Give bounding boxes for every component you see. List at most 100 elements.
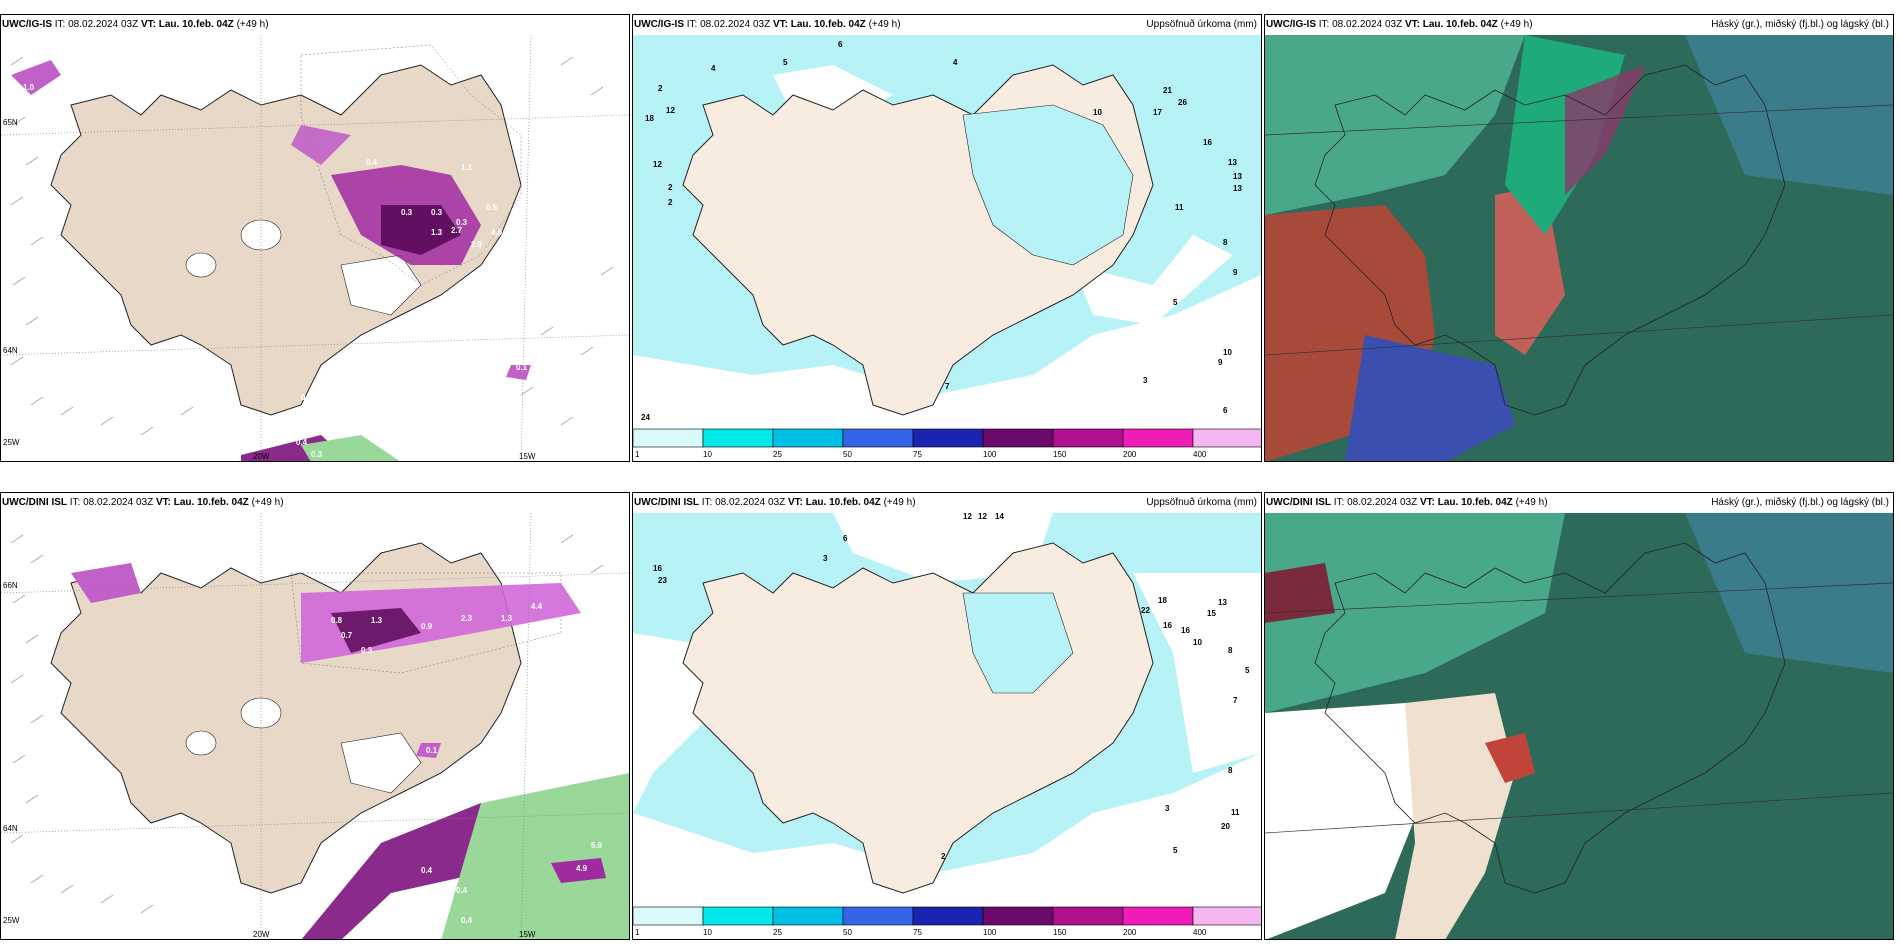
panel-title: Háský (gr.), miðský (fj.bl.) og lágský (… <box>1711 497 1889 508</box>
value-label: 5 <box>1173 298 1178 307</box>
value-label: 3 <box>1165 804 1170 813</box>
colorbar-tick: 10 <box>703 450 712 459</box>
cloud-map <box>1265 35 1893 461</box>
value-label: 18 <box>1158 596 1167 605</box>
valid-time: VT: Lau. 10.feb. 04Z <box>1419 497 1513 508</box>
colorbar-swatches <box>633 428 1261 448</box>
model-name: UWC/DINI ISL <box>2 497 67 508</box>
value-label: 13 <box>1233 184 1242 193</box>
value-label: 10 <box>1223 348 1232 357</box>
colorbar-tick: 75 <box>913 928 922 937</box>
value-label: 12 <box>653 160 662 169</box>
cloud-map <box>1265 513 1893 939</box>
colorbar-swatch <box>842 428 914 448</box>
init-time: IT: 08.02.2024 03Z <box>54 19 139 30</box>
value-label: 0.3 <box>311 450 323 459</box>
value-label: 2.3 <box>461 614 473 623</box>
panel-title: Uppsöfnuð úrkoma (mm) <box>1146 19 1257 30</box>
panel-cloud-igis: UWC/IG-IS IT: 08.02.2024 03Z VT: Lau. 10… <box>1264 14 1894 462</box>
init-time: IT: 08.02.2024 03Z <box>686 19 771 30</box>
colorbar-tick: 400 <box>1193 928 1207 937</box>
value-label: 13 <box>1218 598 1227 607</box>
value-label: 0.4 <box>461 916 473 925</box>
colorbar-tick: 1 <box>635 928 640 937</box>
value-label: 3 <box>823 554 828 563</box>
value-label: 12 <box>978 513 987 521</box>
value-label: 1.3 <box>371 616 383 625</box>
iceland-land <box>50 64 522 416</box>
value-label: 5.6 <box>591 841 603 850</box>
colorbar-swatches <box>633 906 1261 926</box>
panel-wind-igis: UWC/IG-IS IT: 08.02.2024 03Z VT: Lau. 10… <box>0 14 630 462</box>
value-label: 0.4 <box>366 158 378 167</box>
value-label: 23 <box>658 576 667 585</box>
value-label: 0.3 <box>401 208 413 217</box>
valid-time: VT: Lau. 10.feb. 04Z <box>155 497 249 508</box>
value-label: 0.3 <box>381 921 393 930</box>
panel-header: UWC/IG-IS IT: 08.02.2024 03Z VT: Lau. 10… <box>633 15 1261 35</box>
value-label: 1.0 <box>23 83 35 92</box>
lead-time: (+49 h) <box>251 497 284 508</box>
lead-time: (+49 h) <box>1515 497 1548 508</box>
colorbar-swatch <box>982 428 1054 448</box>
value-label: 0.3 <box>361 646 373 655</box>
colorbar-tick: 150 <box>1053 928 1067 937</box>
value-label: 8 <box>1228 766 1233 775</box>
value-label: 13 <box>1228 158 1237 167</box>
precip-map: 6 4 5 2 12 18 12 2 2 4 10 17 21 26 16 13… <box>633 35 1261 424</box>
valid-time: VT: Lau. 10.feb. 04Z <box>787 497 881 508</box>
wind-precip-map: 0.8 0.7 1.3 0.9 0.3 2.3 4.4 1.3 0.1 0.4 … <box>1 513 629 939</box>
model-name: UWC/DINI ISL <box>634 497 699 508</box>
precip-map: 12 12 14 16 23 6 3 18 16 22 15 13 16 10 … <box>633 513 1261 902</box>
value-label: 0.9 <box>421 622 433 631</box>
value-label: 4 <box>953 58 958 67</box>
value-label: 2 <box>668 183 673 192</box>
model-name: UWC/IG-IS <box>2 19 52 30</box>
colorbar-tick: 50 <box>843 928 852 937</box>
value-label: 24 <box>641 413 650 422</box>
init-time: IT: 08.02.2024 03Z <box>1318 19 1403 30</box>
value-label: 9 <box>1233 268 1238 277</box>
colorbar-tick: 50 <box>843 450 852 459</box>
value-label: 12 <box>666 106 675 115</box>
colorbar-swatch <box>982 906 1054 926</box>
panel-cloud-dini: UWC/DINI ISL IT: 08.02.2024 03Z VT: Lau.… <box>1264 492 1894 940</box>
value-label: 0.3 <box>431 208 443 217</box>
value-label: 22 <box>1141 606 1150 615</box>
value-label: 4.4 <box>531 602 543 611</box>
value-label: 10 <box>1193 638 1202 647</box>
colorbar-swatch <box>912 906 984 926</box>
panel-precip-igis: UWC/IG-IS IT: 08.02.2024 03Z VT: Lau. 10… <box>632 14 1262 462</box>
colorbar-tick: 100 <box>983 450 997 459</box>
value-label: 2 <box>941 852 946 861</box>
panel-header: UWC/IG-IS IT: 08.02.2024 03Z VT: Lau. 10… <box>1 15 629 35</box>
value-label: 0.4 <box>421 866 433 875</box>
lon-label: 20W <box>253 452 270 461</box>
value-label: 17 <box>1153 108 1162 117</box>
precip-colorbar: 1 10 25 50 75 100 150 200 400 <box>633 428 1261 459</box>
colorbar-tick: 75 <box>913 450 922 459</box>
value-label: 6 <box>1223 406 1228 415</box>
value-label: 6 <box>843 534 848 543</box>
lead-time: (+49 h) <box>883 497 916 508</box>
value-label: 0.4 <box>296 438 308 447</box>
valid-time: VT: Lau. 10.feb. 04Z <box>772 19 866 30</box>
valid-time: VT: Lau. 10.feb. 04Z <box>140 19 234 30</box>
value-label: 8 <box>1223 238 1228 247</box>
value-label: 16 <box>1203 138 1212 147</box>
value-label: 2.9 <box>471 240 483 249</box>
value-label: 18 <box>645 114 654 123</box>
panel-header: UWC/DINI ISL IT: 08.02.2024 03Z VT: Lau.… <box>1265 493 1893 513</box>
colorbar-swatch <box>912 428 984 448</box>
value-label: 2 <box>658 84 663 93</box>
lead-time: (+49 h) <box>1500 19 1533 30</box>
value-label: 1.3 <box>431 228 443 237</box>
value-label: 4.9 <box>576 864 588 873</box>
colorbar-swatch <box>1122 906 1194 926</box>
init-time: IT: 08.02.2024 03Z <box>1333 497 1418 508</box>
value-label: 16 <box>1181 626 1190 635</box>
colorbar-swatch <box>702 906 774 926</box>
lat-label: 65N <box>3 118 18 127</box>
value-label: 10 <box>1093 108 1102 117</box>
valid-time: VT: Lau. 10.feb. 04Z <box>1404 19 1498 30</box>
